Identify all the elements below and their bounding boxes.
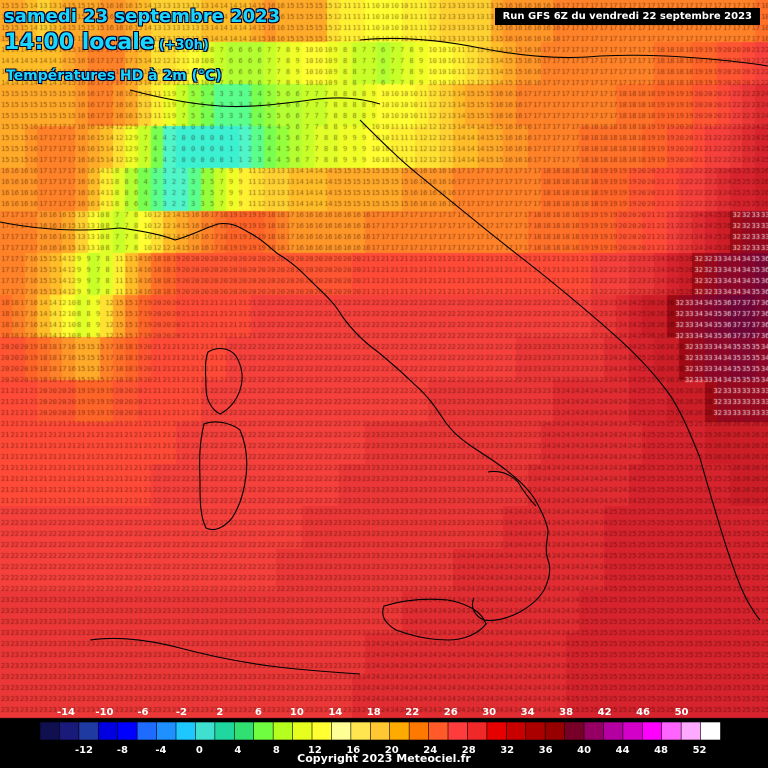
variable-title: Températures HD à 2m (°C)	[6, 68, 222, 84]
forecast-time: 14:00 locale (+30h)	[4, 30, 209, 55]
forecast-date: samedi 23 septembre 2023	[4, 6, 281, 27]
copyright-text: Copyright 2023 Meteociel.fr	[297, 752, 471, 765]
run-info-box: Run GFS 6Z du vendredi 22 septembre 2023	[494, 8, 760, 25]
forecast-time-label: 14:00 locale	[4, 30, 155, 55]
forecast-offset: (+30h)	[158, 38, 209, 53]
